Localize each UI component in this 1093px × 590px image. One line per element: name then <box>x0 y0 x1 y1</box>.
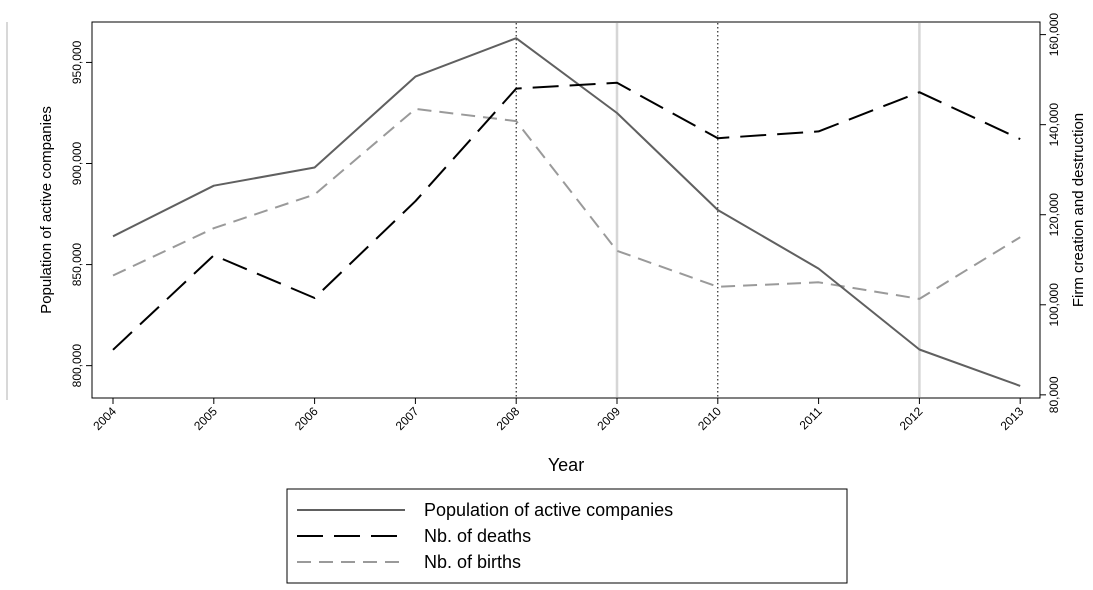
legend-label-0: Population of active companies <box>424 500 673 520</box>
x-tick-label-9: 2013 <box>998 404 1027 433</box>
plot-area <box>91 21 1041 399</box>
right-tick-label-1: 100,000 <box>1047 283 1061 327</box>
x-tick-label-3: 2007 <box>393 404 422 433</box>
reference-lines <box>515 23 921 397</box>
x-axis-title: Year <box>548 455 584 475</box>
x-tick-label-0: 2004 <box>90 404 119 433</box>
x-tick-label-6: 2010 <box>695 404 724 433</box>
y-axis-right-title: Firm creation and destruction <box>1070 113 1087 307</box>
series-lines <box>112 37 1021 387</box>
left-tick-label-1: 850,000 <box>70 243 84 287</box>
left-tick-label-3: 950,000 <box>70 40 84 84</box>
x-tick-label-2: 2006 <box>292 404 321 433</box>
legend-label-2: Nb. of births <box>424 552 521 572</box>
y-axis-left-title: Population of active companies <box>38 106 55 314</box>
right-tick-label-2: 120,000 <box>1047 193 1061 237</box>
x-tick-label-7: 2011 <box>797 404 825 432</box>
series-line-0 <box>112 37 1021 387</box>
left-tick-label-2: 900,000 <box>70 141 84 185</box>
left-axis: 800,000 850,000 900,000 950,000 <box>70 40 92 387</box>
right-axis: 80,000 100,000 120,000 140,000 160,000 <box>1040 13 1061 413</box>
right-tick-label-0: 80,000 <box>1047 376 1061 413</box>
legend-label-1: Nb. of deaths <box>424 526 531 546</box>
x-tick-label-8: 2012 <box>897 404 926 433</box>
x-tick-label-1: 2005 <box>191 404 220 433</box>
left-tick-label-0: 800,000 <box>70 344 84 388</box>
legend: Population of active companies Nb. of dea… <box>286 488 848 584</box>
right-tick-label-4: 160,000 <box>1047 13 1061 57</box>
legend-items: Population of active companies Nb. of dea… <box>297 500 673 572</box>
x-tick-label-5: 2009 <box>594 404 623 433</box>
x-axis: 2004 2005 2006 2007 2008 2009 2010 2011 2012 2013 <box>90 398 1027 433</box>
series-line-2 <box>112 107 1021 300</box>
series-line-1 <box>112 81 1021 351</box>
x-tick-label-4: 2008 <box>494 404 523 433</box>
right-tick-label-3: 140,000 <box>1047 103 1061 147</box>
